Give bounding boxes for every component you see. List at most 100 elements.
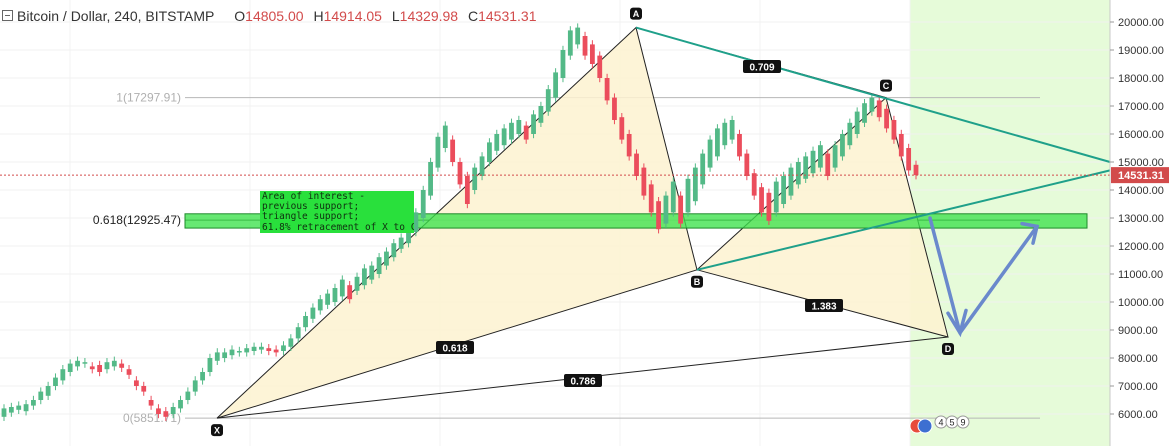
ratio-label-bg bbox=[805, 299, 843, 312]
price-tick-label: 18000.00 bbox=[1118, 73, 1164, 85]
price-tick-label: 19000.00 bbox=[1118, 45, 1164, 57]
candle-body bbox=[707, 139, 713, 168]
candle-body bbox=[236, 351, 242, 353]
candle-body bbox=[450, 139, 456, 162]
candle-body bbox=[509, 122, 514, 140]
price-tick-label: 12000.00 bbox=[1118, 241, 1164, 253]
candle-body bbox=[744, 153, 750, 176]
pattern-point-label: C bbox=[883, 81, 890, 91]
candle-body bbox=[766, 192, 772, 221]
projection-arrowhead-up bbox=[1020, 221, 1040, 245]
pattern-point-label: A bbox=[633, 9, 640, 19]
pattern-point-marker[interactable] bbox=[211, 424, 223, 437]
candle-body bbox=[384, 251, 389, 266]
candle-body bbox=[398, 237, 404, 249]
candle-body bbox=[23, 404, 29, 412]
pattern-point-label: D bbox=[945, 344, 952, 354]
candle-body bbox=[560, 50, 566, 78]
candle-body bbox=[406, 229, 411, 244]
candle-body bbox=[553, 72, 559, 98]
candle-body bbox=[244, 348, 250, 353]
annotation-note[interactable]: Area of interest - previous support; tri… bbox=[260, 191, 414, 233]
pattern-point-marker[interactable] bbox=[880, 79, 892, 92]
pattern-point-marker[interactable] bbox=[942, 343, 954, 355]
event-badge[interactable] bbox=[956, 415, 970, 429]
candle-body bbox=[325, 293, 331, 305]
candle-body bbox=[641, 167, 647, 196]
pattern-point-marker[interactable] bbox=[691, 275, 703, 288]
candle-body bbox=[840, 134, 845, 157]
ratio-label: 1.383 bbox=[811, 302, 836, 313]
high-value: 14914.05 bbox=[323, 8, 382, 24]
triangle-resistance-line bbox=[635, 26, 1111, 163]
triangle-support-line bbox=[696, 169, 1111, 271]
candle-body bbox=[737, 134, 742, 157]
candle-body bbox=[200, 372, 205, 381]
candle-body bbox=[141, 386, 147, 392]
candle-body bbox=[781, 176, 787, 204]
candle-body bbox=[832, 145, 838, 168]
candle-body bbox=[1, 408, 7, 417]
flag-icon[interactable] bbox=[917, 418, 933, 434]
price-tick-label: 7000.00 bbox=[1118, 381, 1158, 393]
candle-body bbox=[589, 44, 595, 64]
candle-body bbox=[376, 257, 382, 274]
candle-body bbox=[670, 181, 676, 213]
price-axis[interactable] bbox=[1110, 0, 1170, 446]
candle-body bbox=[148, 400, 154, 406]
candle-body bbox=[89, 366, 95, 370]
candle-body bbox=[862, 103, 867, 123]
candle-body bbox=[876, 100, 882, 118]
candle-body bbox=[178, 400, 183, 409]
candle-body bbox=[133, 380, 139, 386]
price-tick-label: 11000.00 bbox=[1118, 269, 1163, 281]
candle-body bbox=[884, 108, 889, 129]
event-badge-label: 5 bbox=[949, 418, 954, 428]
event-badge-label: 9 bbox=[960, 418, 965, 428]
candle-body bbox=[700, 153, 706, 185]
candle-body bbox=[847, 122, 853, 146]
candle-body bbox=[60, 369, 66, 381]
candle-body bbox=[391, 243, 397, 258]
candle-body bbox=[170, 407, 176, 414]
price-tick-label: 15000.00 bbox=[1118, 157, 1164, 169]
candle-body bbox=[604, 78, 610, 101]
candle-body bbox=[354, 276, 360, 291]
candle-body bbox=[428, 162, 433, 196]
last-price-label: 14531.31 bbox=[1118, 170, 1164, 182]
fib-level-label: 0.618(12925.47) bbox=[93, 213, 181, 227]
candle-body bbox=[435, 136, 441, 168]
price-tick-label: 20000.00 bbox=[1118, 17, 1164, 29]
ratio-label: 0.618 bbox=[442, 344, 467, 355]
candle-body bbox=[494, 134, 500, 151]
candle-body bbox=[31, 400, 36, 406]
candle-body bbox=[817, 145, 823, 168]
candle-body bbox=[626, 134, 632, 157]
low-label: L bbox=[391, 8, 400, 24]
candle-body bbox=[582, 36, 588, 56]
candle-body bbox=[369, 265, 375, 280]
candle-body bbox=[229, 349, 235, 356]
candle-body bbox=[185, 391, 191, 400]
candle-body bbox=[685, 178, 691, 213]
candle-body bbox=[538, 106, 544, 123]
candle-body bbox=[295, 327, 301, 339]
price-tick-label: 10000.00 bbox=[1118, 297, 1164, 309]
collapse-icon[interactable] bbox=[2, 10, 13, 21]
candle-body bbox=[487, 142, 492, 162]
candle-body bbox=[347, 285, 353, 300]
candle-body bbox=[192, 380, 198, 392]
pattern-point-marker[interactable] bbox=[630, 7, 642, 20]
candle-body bbox=[97, 365, 103, 372]
candle-body bbox=[281, 345, 286, 351]
open-label: O bbox=[234, 8, 246, 24]
candle-body bbox=[722, 122, 728, 146]
candle-body bbox=[913, 164, 919, 176]
candle-body bbox=[156, 408, 161, 414]
candle-body bbox=[751, 173, 757, 196]
price-tick-label: 13000.00 bbox=[1118, 213, 1164, 225]
candle-body bbox=[810, 150, 816, 174]
candle-body bbox=[656, 201, 661, 230]
candle-body bbox=[634, 153, 639, 176]
